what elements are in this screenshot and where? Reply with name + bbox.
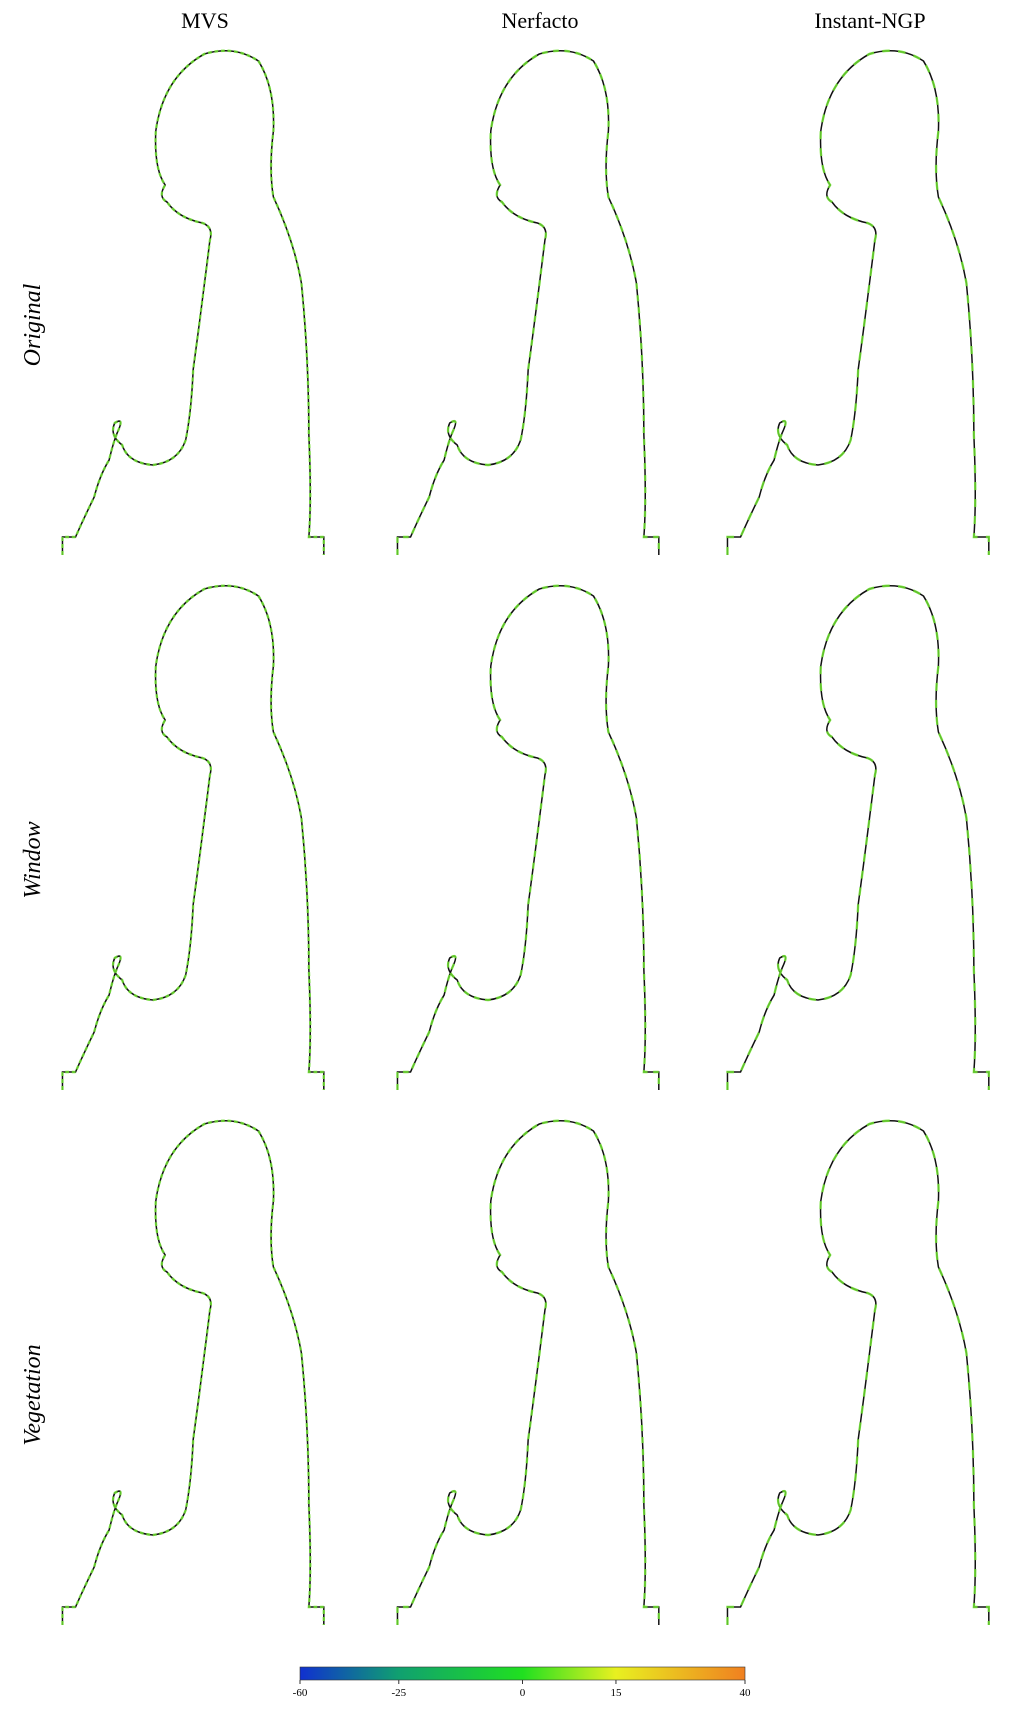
profile-deviation bbox=[397, 1121, 658, 1625]
profile-panel bbox=[62, 51, 323, 555]
profile-deviation bbox=[397, 51, 658, 555]
profile-deviation bbox=[62, 1121, 323, 1625]
profile-panel bbox=[62, 586, 323, 1090]
profile-deviation bbox=[727, 1121, 988, 1625]
profile-panel bbox=[62, 1121, 323, 1625]
profile-deviation bbox=[727, 51, 988, 555]
colorbar-tick-label: 15 bbox=[610, 1687, 622, 1699]
colorbar bbox=[300, 1667, 745, 1680]
profile-outline bbox=[397, 586, 658, 1090]
column-header: Nerfacto bbox=[502, 8, 579, 33]
profile-panel bbox=[727, 51, 988, 555]
profile-outline bbox=[727, 1121, 988, 1625]
row-label: Original bbox=[20, 283, 46, 366]
profile-deviation bbox=[727, 586, 988, 1090]
profile-outline bbox=[62, 1121, 323, 1625]
row-label: Window bbox=[20, 821, 46, 898]
row-label: Vegetation bbox=[20, 1344, 46, 1445]
profile-outline bbox=[727, 51, 988, 555]
profile-panel bbox=[397, 586, 658, 1090]
profile-deviation bbox=[62, 51, 323, 555]
profile-panel bbox=[397, 51, 658, 555]
profile-outline bbox=[397, 1121, 658, 1625]
colorbar-tick-label: -60 bbox=[293, 1687, 308, 1699]
colorbar-tick-label: 40 bbox=[740, 1687, 752, 1699]
profile-outline bbox=[62, 586, 323, 1090]
column-header: Instant-NGP bbox=[814, 8, 925, 33]
profile-deviation bbox=[397, 586, 658, 1090]
profile-panel bbox=[727, 586, 988, 1090]
profile-panel bbox=[727, 1121, 988, 1625]
profile-outline bbox=[62, 51, 323, 555]
profile-deviation bbox=[62, 586, 323, 1090]
profile-outline bbox=[727, 586, 988, 1090]
figure: MVS Nerfacto Instant-NGP Original Window Vege… bbox=[0, 0, 1027, 1710]
colorbar-tick-label: 0 bbox=[520, 1687, 526, 1699]
profile-outline bbox=[397, 51, 658, 555]
colorbar-tick-label: -25 bbox=[391, 1687, 406, 1699]
column-header: MVS bbox=[181, 8, 229, 33]
profile-panel bbox=[397, 1121, 658, 1625]
